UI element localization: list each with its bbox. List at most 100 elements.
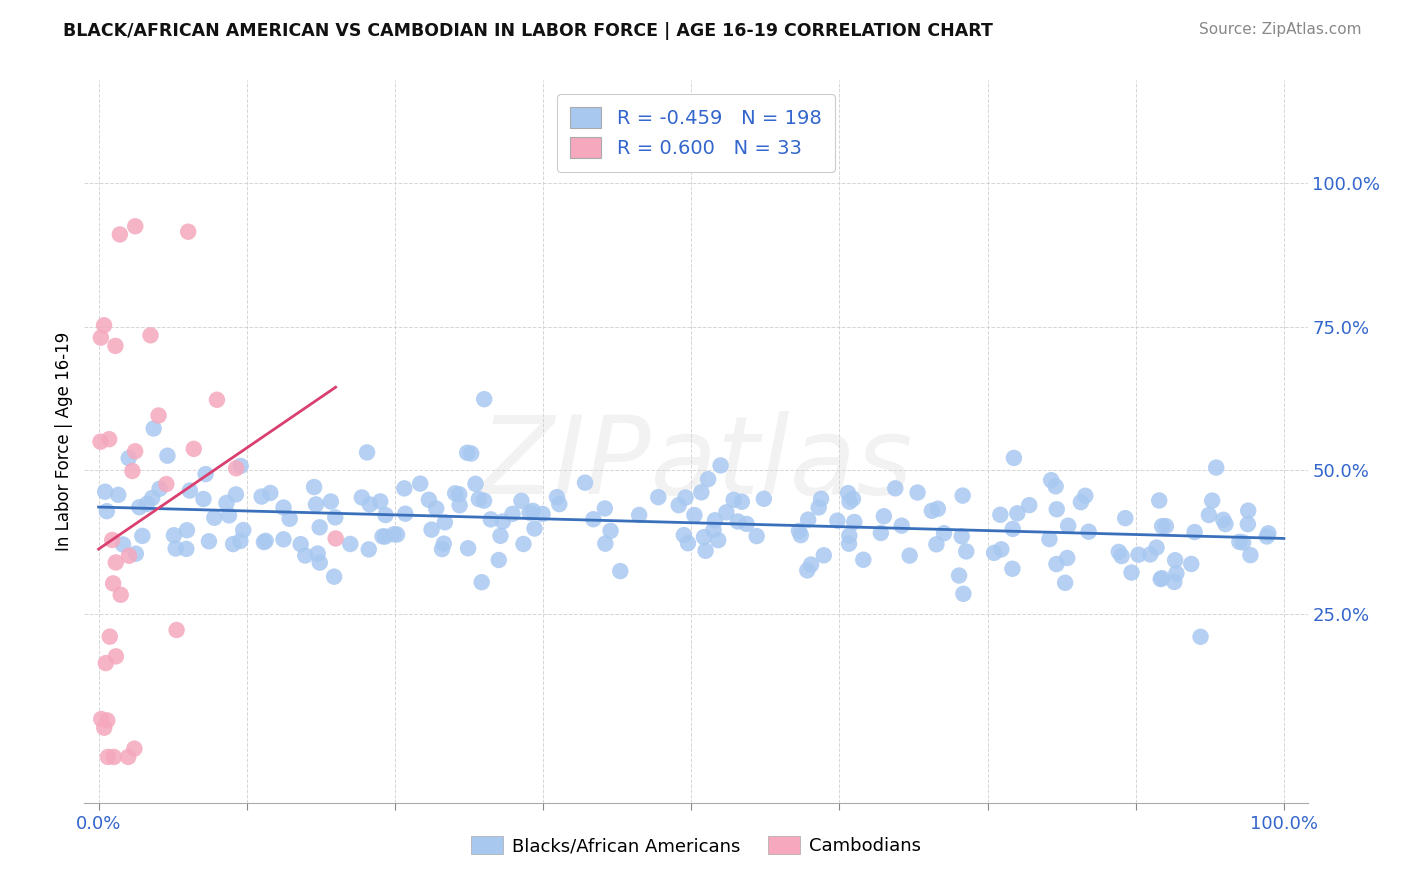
Point xyxy=(323,569,346,583)
Point xyxy=(131,529,153,543)
Point xyxy=(222,537,245,551)
Point xyxy=(176,541,198,556)
Point xyxy=(124,741,146,756)
Point xyxy=(593,501,616,516)
Point xyxy=(250,490,273,504)
Point xyxy=(385,527,408,541)
Point xyxy=(179,483,201,498)
Point xyxy=(141,491,163,505)
Point xyxy=(430,542,453,557)
Point xyxy=(675,491,697,505)
Text: Source: ZipAtlas.com: Source: ZipAtlas.com xyxy=(1198,22,1361,37)
Point xyxy=(1154,519,1177,533)
Point xyxy=(118,549,141,563)
Point xyxy=(488,553,510,567)
Point xyxy=(1180,557,1202,571)
Point xyxy=(582,512,605,526)
Point xyxy=(409,476,432,491)
Point xyxy=(273,533,295,547)
Point xyxy=(837,486,859,500)
Point xyxy=(1001,522,1024,536)
Point xyxy=(807,500,830,515)
Point xyxy=(96,504,118,518)
Point xyxy=(574,475,596,490)
Point xyxy=(676,536,699,550)
Point xyxy=(838,537,860,551)
Point xyxy=(702,523,724,537)
Point xyxy=(198,534,221,549)
Text: BLACK/AFRICAN AMERICAN VS CAMBODIAN IN LABOR FORCE | AGE 16-19 CORRELATION CHART: BLACK/AFRICAN AMERICAN VS CAMBODIAN IN L… xyxy=(63,22,993,40)
Point xyxy=(449,498,471,512)
Point xyxy=(273,500,295,515)
Point xyxy=(121,464,143,478)
Point xyxy=(117,750,139,764)
Point xyxy=(125,547,148,561)
Point xyxy=(290,537,312,551)
Point xyxy=(1111,549,1133,563)
Point xyxy=(716,505,738,519)
Point xyxy=(1232,535,1254,549)
Point xyxy=(548,497,571,511)
Point xyxy=(394,507,416,521)
Point xyxy=(253,535,276,549)
Point xyxy=(107,488,129,502)
Legend: Blacks/African Americans, Cambodians: Blacks/African Americans, Cambodians xyxy=(464,830,928,863)
Point xyxy=(90,712,112,726)
Point xyxy=(1201,493,1223,508)
Point xyxy=(1045,479,1067,493)
Point xyxy=(420,523,443,537)
Point xyxy=(225,461,247,475)
Point xyxy=(94,484,117,499)
Point xyxy=(104,339,127,353)
Point xyxy=(1018,498,1040,512)
Point xyxy=(932,526,955,541)
Point xyxy=(599,524,621,538)
Point xyxy=(254,533,277,548)
Point xyxy=(356,445,378,459)
Point xyxy=(357,542,380,557)
Point xyxy=(89,434,111,449)
Point xyxy=(898,549,921,563)
Point xyxy=(468,491,491,506)
Point xyxy=(797,513,820,527)
Point xyxy=(215,496,238,510)
Point xyxy=(374,508,396,522)
Point xyxy=(177,225,200,239)
Point xyxy=(1236,517,1258,532)
Point xyxy=(259,486,281,500)
Point xyxy=(1038,532,1060,546)
Point xyxy=(183,442,205,456)
Point xyxy=(1184,524,1206,539)
Point xyxy=(472,493,495,508)
Point xyxy=(1114,511,1136,525)
Point xyxy=(202,510,225,524)
Point xyxy=(108,227,131,242)
Point xyxy=(1150,571,1173,585)
Point xyxy=(492,515,515,529)
Point xyxy=(921,504,943,518)
Point xyxy=(1227,534,1250,549)
Point xyxy=(325,532,347,546)
Point xyxy=(693,530,716,544)
Point xyxy=(433,536,456,550)
Point xyxy=(1040,473,1063,487)
Point xyxy=(471,575,494,590)
Point xyxy=(735,516,758,531)
Point xyxy=(519,506,541,520)
Point xyxy=(229,458,252,473)
Point xyxy=(278,512,301,526)
Point xyxy=(456,446,478,460)
Y-axis label: In Labor Force | Age 16-19: In Labor Force | Age 16-19 xyxy=(55,332,73,551)
Point xyxy=(457,541,479,556)
Point xyxy=(952,587,974,601)
Point xyxy=(368,494,391,508)
Point xyxy=(1077,524,1099,539)
Point xyxy=(139,328,162,343)
Point xyxy=(104,649,127,664)
Point xyxy=(148,409,170,423)
Point xyxy=(193,491,215,506)
Point xyxy=(531,507,554,521)
Point xyxy=(98,630,121,644)
Point xyxy=(1237,503,1260,517)
Point xyxy=(790,528,813,542)
